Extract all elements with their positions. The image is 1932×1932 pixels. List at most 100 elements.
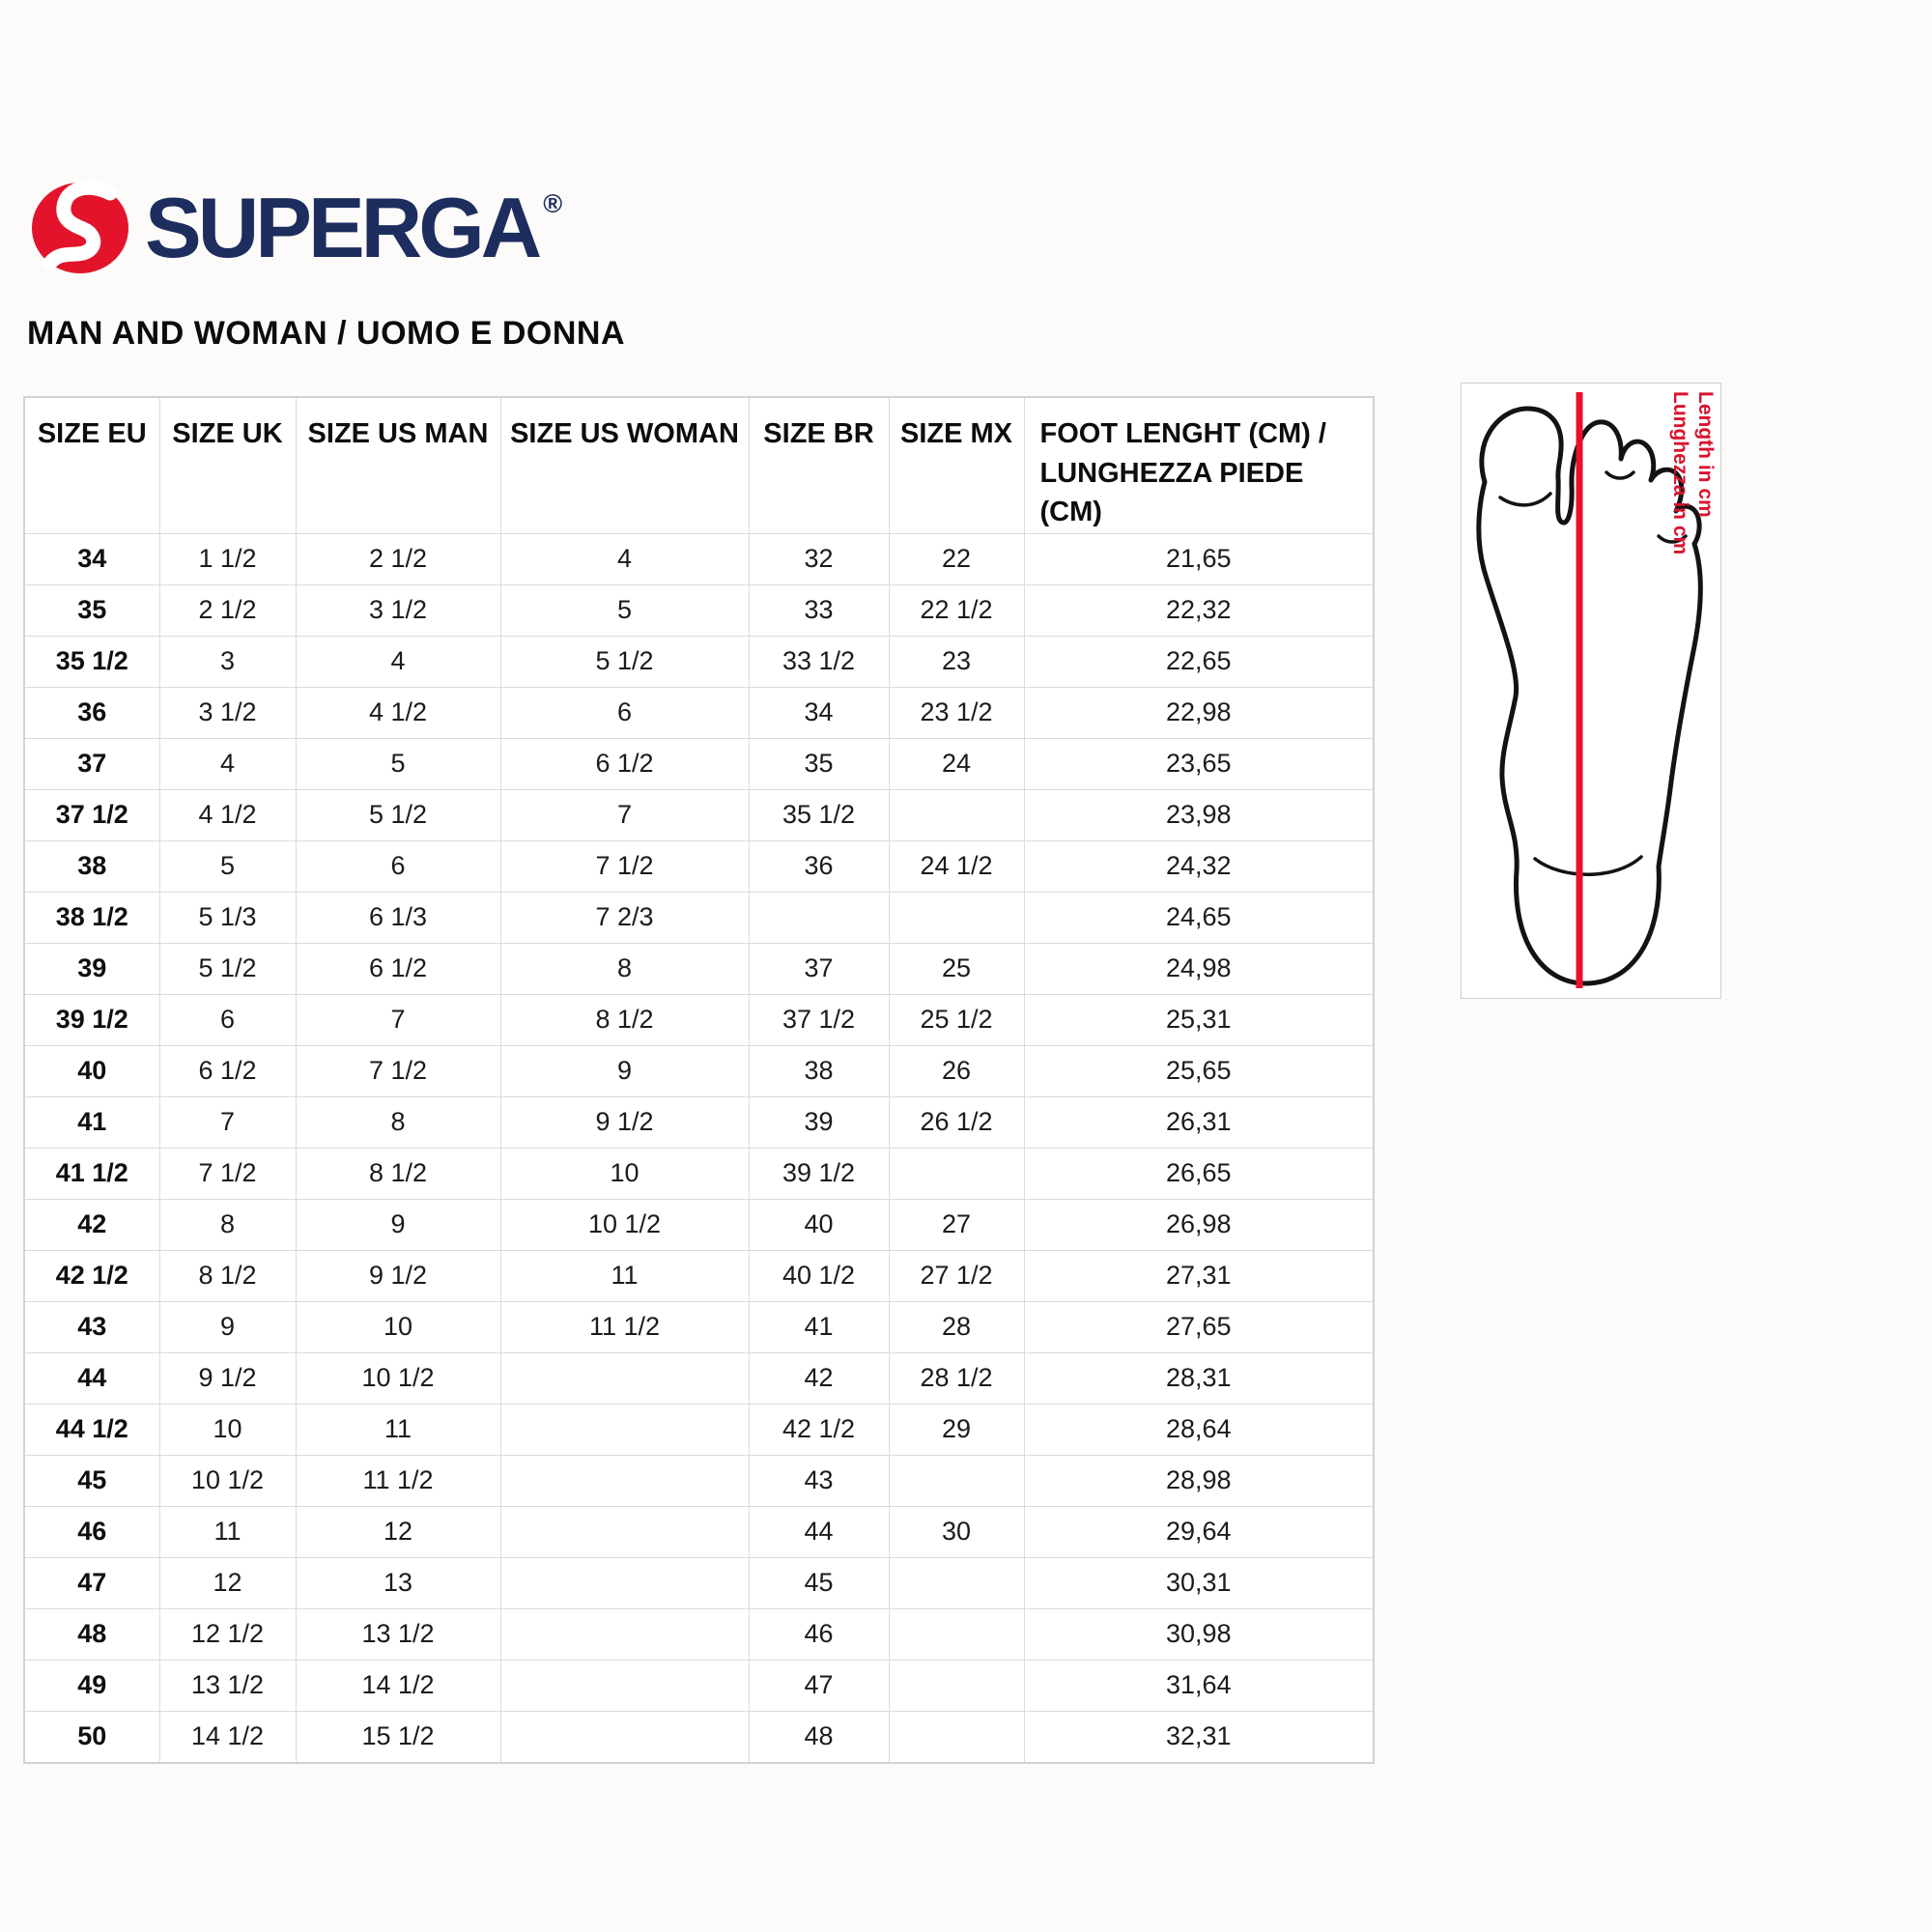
page-title: MAN AND WOMAN / UOMO E DONNA — [27, 315, 626, 352]
cell-size-us-woman: 8 — [499, 942, 750, 995]
table-row: 42 8 9 10 1/2 40 27 26,98 — [23, 1198, 1375, 1251]
cell-foot-length-cm: 27,31 — [1023, 1249, 1375, 1302]
cell-size-mx: 30 — [888, 1505, 1025, 1558]
cell-size-br: 44 — [748, 1505, 890, 1558]
cell-size-mx: 28 1/2 — [888, 1351, 1025, 1405]
cell-foot-length-cm: 28,31 — [1023, 1351, 1375, 1405]
cell-size-us-man: 7 1/2 — [295, 1044, 501, 1097]
length-labels: Length in cm Lunghezza in cm — [1667, 391, 1719, 554]
table-row: 47 12 13 45 30,31 — [23, 1556, 1375, 1609]
foot-length-header-line2: LUNGHEZZA PIEDE (CM) — [1039, 457, 1304, 528]
cell-size-uk: 9 1/2 — [158, 1351, 297, 1405]
cell-size-eu: 39 — [23, 942, 160, 995]
column-header-size-us-woman: SIZE US WOMAN — [499, 396, 750, 534]
cell-size-us-woman: 7 1/2 — [499, 839, 750, 893]
cell-size-br: 35 1/2 — [748, 788, 890, 841]
cell-size-mx: 22 — [888, 532, 1025, 585]
cell-size-us-man: 7 — [295, 993, 501, 1046]
cell-size-us-man: 13 — [295, 1556, 501, 1609]
cell-size-us-woman: 5 1/2 — [499, 635, 750, 688]
cell-size-us-woman: 10 1/2 — [499, 1198, 750, 1251]
cell-size-eu: 49 — [23, 1659, 160, 1712]
cell-size-us-man: 9 1/2 — [295, 1249, 501, 1302]
cell-size-us-woman — [499, 1607, 750, 1661]
foot-outline-illustration — [1476, 392, 1703, 988]
cell-size-eu: 48 — [23, 1607, 160, 1661]
table-row: 46 11 12 44 30 29,64 — [23, 1505, 1375, 1558]
cell-size-eu: 39 1/2 — [23, 993, 160, 1046]
cell-size-eu: 40 — [23, 1044, 160, 1097]
table-row: 41 7 8 9 1/2 39 26 1/2 26,31 — [23, 1095, 1375, 1149]
table-row: 44 9 1/2 10 1/2 42 28 1/2 28,31 — [23, 1351, 1375, 1405]
cell-size-eu: 50 — [23, 1710, 160, 1764]
cell-foot-length-cm: 28,98 — [1023, 1454, 1375, 1507]
cell-size-us-man: 14 1/2 — [295, 1659, 501, 1712]
cell-size-br: 33 — [748, 583, 890, 637]
cell-foot-length-cm: 22,32 — [1023, 583, 1375, 637]
cell-size-us-man: 3 1/2 — [295, 583, 501, 637]
size-conversion-table: SIZE EU SIZE UK SIZE US MAN SIZE US WOMAN SI… — [23, 396, 1375, 1764]
cell-foot-length-cm: 23,65 — [1023, 737, 1375, 790]
cell-size-us-woman — [499, 1710, 750, 1764]
table-row: 34 1 1/2 2 1/2 4 32 22 21,65 — [23, 532, 1375, 585]
cell-size-eu: 37 1/2 — [23, 788, 160, 841]
cell-foot-length-cm: 25,31 — [1023, 993, 1375, 1046]
cell-size-mx — [888, 1607, 1025, 1661]
cell-size-uk: 10 1/2 — [158, 1454, 297, 1507]
cell-size-br: 48 — [748, 1710, 890, 1764]
cell-size-uk: 8 1/2 — [158, 1249, 297, 1302]
cell-size-us-woman: 4 — [499, 532, 750, 585]
cell-size-eu: 35 — [23, 583, 160, 637]
cell-size-mx: 22 1/2 — [888, 583, 1025, 637]
cell-size-eu: 45 — [23, 1454, 160, 1507]
cell-size-br: 34 — [748, 686, 890, 739]
cell-foot-length-cm: 26,65 — [1023, 1147, 1375, 1200]
cell-size-mx — [888, 1659, 1025, 1712]
cell-size-uk: 8 — [158, 1198, 297, 1251]
cell-size-us-man: 10 1/2 — [295, 1351, 501, 1405]
cell-size-us-woman: 7 2/3 — [499, 891, 750, 944]
cell-size-mx: 23 1/2 — [888, 686, 1025, 739]
table-row: 38 5 6 7 1/2 36 24 1/2 24,32 — [23, 839, 1375, 893]
cell-size-uk: 4 1/2 — [158, 788, 297, 841]
cell-size-eu: 35 1/2 — [23, 635, 160, 688]
cell-size-mx: 27 1/2 — [888, 1249, 1025, 1302]
table-row: 50 14 1/2 15 1/2 48 32,31 — [23, 1710, 1375, 1764]
cell-size-eu: 34 — [23, 532, 160, 585]
brand-wordmark: SUPERGA ® — [145, 185, 562, 270]
cell-foot-length-cm: 32,31 — [1023, 1710, 1375, 1764]
cell-size-mx — [888, 1454, 1025, 1507]
cell-foot-length-cm: 22,98 — [1023, 686, 1375, 739]
cell-size-mx — [888, 1710, 1025, 1764]
table-row: 43 9 10 11 1/2 41 28 27,65 — [23, 1300, 1375, 1353]
cell-size-us-man: 10 — [295, 1300, 501, 1353]
cell-foot-length-cm: 28,64 — [1023, 1403, 1375, 1456]
cell-size-us-woman — [499, 1505, 750, 1558]
cell-size-mx — [888, 1556, 1025, 1609]
cell-size-us-woman: 6 — [499, 686, 750, 739]
cell-size-uk: 14 1/2 — [158, 1710, 297, 1764]
cell-foot-length-cm: 24,65 — [1023, 891, 1375, 944]
cell-size-br: 32 — [748, 532, 890, 585]
cell-foot-length-cm: 31,64 — [1023, 1659, 1375, 1712]
cell-size-uk: 10 — [158, 1403, 297, 1456]
cell-size-mx: 26 — [888, 1044, 1025, 1097]
registered-mark: ® — [543, 189, 563, 218]
cell-size-mx: 26 1/2 — [888, 1095, 1025, 1149]
cell-size-br: 41 — [748, 1300, 890, 1353]
cell-size-us-man: 11 1/2 — [295, 1454, 501, 1507]
cell-foot-length-cm: 26,31 — [1023, 1095, 1375, 1149]
table-row: 41 1/2 7 1/2 8 1/2 10 39 1/2 26,65 — [23, 1147, 1375, 1200]
cell-size-us-woman: 11 1/2 — [499, 1300, 750, 1353]
table-header-row: SIZE EU SIZE UK SIZE US MAN SIZE US WOMAN SI… — [23, 396, 1375, 534]
cell-size-br: 33 1/2 — [748, 635, 890, 688]
cell-foot-length-cm: 30,31 — [1023, 1556, 1375, 1609]
table-row: 39 5 1/2 6 1/2 8 37 25 24,98 — [23, 942, 1375, 995]
column-header-size-mx: SIZE MX — [888, 396, 1025, 534]
cell-size-mx — [888, 1147, 1025, 1200]
cell-size-eu: 41 — [23, 1095, 160, 1149]
cell-size-eu: 44 1/2 — [23, 1403, 160, 1456]
cell-size-mx — [888, 788, 1025, 841]
cell-size-us-woman: 9 — [499, 1044, 750, 1097]
